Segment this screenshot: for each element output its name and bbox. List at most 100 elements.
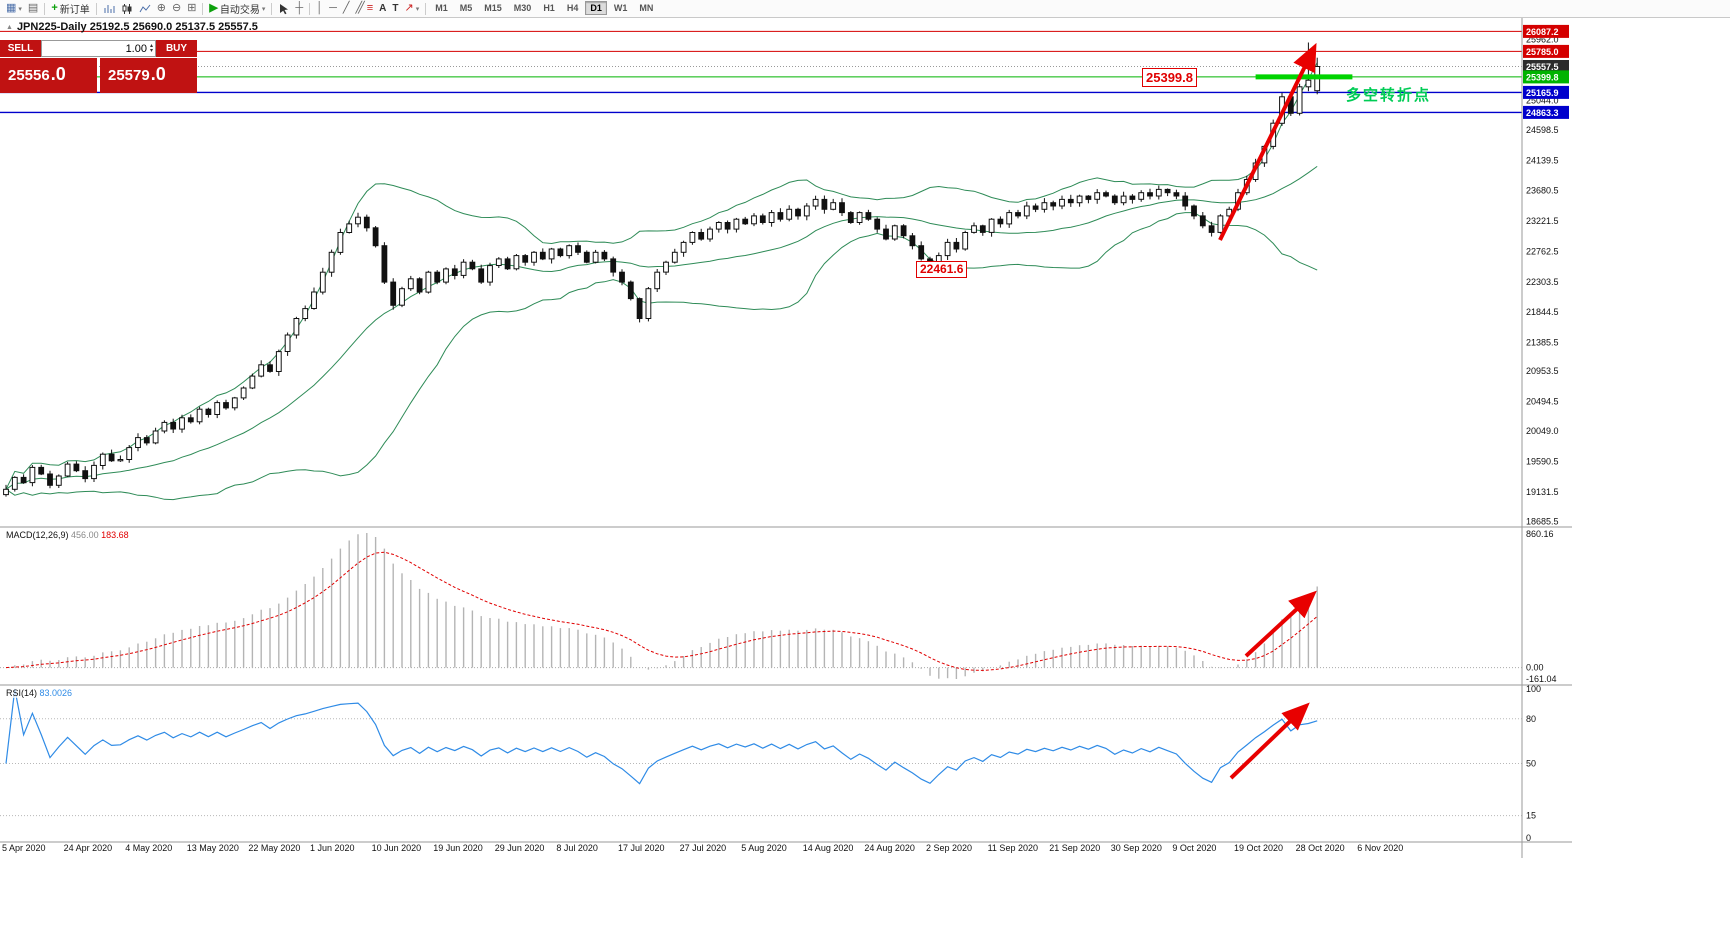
label-tool-label: T — [392, 3, 399, 14]
crosshair-button[interactable]: ┼ — [292, 1, 306, 16]
new-chart-button[interactable]: ▦ ▾ — [3, 1, 25, 16]
svg-text:80: 80 — [1526, 714, 1536, 724]
candlestick-chart-button[interactable] — [118, 1, 136, 16]
macd-indicator-label: MACD(12,26,9) 456.00 183.68 — [4, 530, 131, 540]
channel-tool[interactable]: ╱╱ — [353, 1, 365, 16]
tile-windows-button[interactable]: ⊞ — [184, 1, 199, 16]
support-callout[interactable]: 22461.6 — [916, 261, 968, 278]
svg-text:15: 15 — [1526, 811, 1536, 821]
profiles-icon: ▤ — [27, 2, 39, 14]
timeframe-m5[interactable]: M5 — [459, 3, 473, 13]
buy-price[interactable]: 25579.0 — [100, 58, 197, 93]
buy-button[interactable]: BUY — [156, 40, 197, 57]
trendline-icon: ╱ — [342, 2, 350, 14]
svg-text:50: 50 — [1526, 759, 1536, 769]
zoom-in-button[interactable]: ⊕ — [154, 1, 169, 16]
line-chart-button[interactable] — [136, 1, 154, 16]
symbol-ohlc-text: JPN225-Daily 25192.5 25690.0 25137.5 255… — [16, 21, 258, 33]
toolbar: ▦ ▾ ▤ + 新订单 ⊕ ⊖ ⊞ ▶ 自动交易 ▾ ┼ │ ─ — [0, 0, 1730, 18]
svg-text:25557.5: 25557.5 — [1526, 62, 1559, 72]
svg-text:22762.5: 22762.5 — [1526, 247, 1559, 257]
timeframe-d1[interactable]: D1 — [585, 1, 607, 15]
svg-text:25962.0: 25962.0 — [1526, 35, 1559, 45]
price-axis: 25962.0 25044.0 24598.5 24139.5 23680.5 23221… — [1523, 24, 1569, 526]
svg-text:28 Oct 2020: 28 Oct 2020 — [1296, 843, 1345, 853]
svg-text:24 Aug 2020: 24 Aug 2020 — [864, 843, 915, 853]
svg-text:25165.9: 25165.9 — [1526, 88, 1559, 98]
label-tool[interactable]: T — [389, 1, 401, 16]
macd-name: MACD(12,26,9) — [6, 530, 69, 540]
svg-text:23221.5: 23221.5 — [1526, 216, 1559, 226]
svg-text:8 Jul 2020: 8 Jul 2020 — [556, 843, 598, 853]
svg-text:2 Sep 2020: 2 Sep 2020 — [926, 843, 972, 853]
chart-marker-icon: ▲ — [6, 23, 13, 31]
volume-up-icon[interactable]: ▴ — [149, 42, 153, 49]
svg-text:25399.8: 25399.8 — [1526, 72, 1559, 82]
macd-panel: 860.16 0.00-161.04 — [0, 529, 1557, 684]
new-order-label: 新订单 — [59, 5, 90, 16]
toolbar-separator — [44, 2, 46, 15]
timeframe-m15[interactable]: M15 — [484, 3, 502, 13]
timeframe-mn[interactable]: MN — [639, 3, 654, 13]
bar-chart-icon — [104, 4, 115, 13]
chart-window[interactable]: 860.16 0.00 -161.04 100 80 50 15 0 25962.0 25044.… — [0, 18, 1572, 858]
toolbar-separator — [425, 2, 427, 15]
svg-text:22303.5: 22303.5 — [1526, 277, 1559, 287]
timeframe-h4[interactable]: H4 — [566, 3, 579, 13]
toolbar-separator — [202, 2, 204, 15]
new-order-button[interactable]: + 新订单 — [48, 1, 92, 17]
bar-chart-button[interactable] — [100, 1, 118, 16]
turning-point-label[interactable]: 多空转折点 — [1346, 87, 1432, 104]
timeframe-h1[interactable]: H1 — [543, 3, 555, 13]
autotrading-label: 自动交易 — [219, 5, 260, 16]
sell-price[interactable]: 25556.0 — [0, 58, 97, 93]
play-icon: ▶ — [209, 2, 218, 14]
svg-text:19 Oct 2020: 19 Oct 2020 — [1234, 843, 1283, 853]
svg-text:26087.2: 26087.2 — [1526, 27, 1559, 37]
volume-stepper[interactable]: 1.00 ▴ ▾ — [41, 40, 156, 57]
date-axis: 5 Apr 2020 24 Apr 2020 4 May 2020 13 May 20… — [2, 843, 1403, 853]
svg-text:5 Apr 2020: 5 Apr 2020 — [2, 843, 46, 853]
svg-text:20953.5: 20953.5 — [1526, 366, 1559, 376]
channel-icon: ╱╱ — [355, 2, 365, 14]
timeframe-w1[interactable]: W1 — [613, 3, 628, 13]
svg-text:24598.5: 24598.5 — [1526, 125, 1559, 135]
rsi-panel: 100 80 50 15 0 — [0, 684, 1541, 843]
autotrading-button[interactable]: ▶ 自动交易 ▾ — [206, 1, 268, 17]
svg-text:14 Aug 2020: 14 Aug 2020 — [803, 843, 854, 853]
vertical-line-tool[interactable]: │ — [313, 1, 326, 16]
svg-text:19131.5: 19131.5 — [1526, 487, 1559, 497]
fibonacci-icon: ≡ — [366, 2, 374, 14]
rsi-name: RSI(14) — [6, 688, 38, 698]
volume-arrows[interactable]: ▴ ▾ — [149, 42, 154, 54]
cursor-button[interactable] — [275, 1, 292, 16]
svg-text:22 May 2020: 22 May 2020 — [248, 843, 300, 853]
chart-title: ▲ JPN225-Daily 25192.5 25690.0 25137.5 2… — [6, 21, 258, 33]
resistance-callout[interactable]: 25399.8 — [1142, 68, 1197, 87]
text-tool[interactable]: A — [376, 1, 389, 16]
svg-text:1 Jun 2020: 1 Jun 2020 — [310, 843, 355, 853]
macd-signal-value: 183.68 — [101, 530, 129, 540]
trend-arrows — [1218, 42, 1317, 780]
horizontal-line-tool[interactable]: ─ — [326, 1, 340, 16]
svg-text:30 Sep 2020: 30 Sep 2020 — [1111, 843, 1162, 853]
svg-text:24863.3: 24863.3 — [1526, 108, 1559, 118]
volume-down-icon[interactable]: ▾ — [149, 47, 153, 54]
vertical-line-icon: │ — [316, 2, 324, 14]
timeframe-m1[interactable]: M1 — [435, 3, 448, 13]
arrow-tool-icon: ↗ — [404, 2, 414, 14]
profiles-button[interactable]: ▤ — [25, 1, 41, 16]
arrows-tool[interactable]: ↗ ▾ — [402, 1, 423, 16]
timeframe-m30[interactable]: M30 — [513, 3, 532, 13]
sell-button[interactable]: SELL — [0, 40, 41, 57]
trendline-tool[interactable]: ╱ — [340, 1, 353, 16]
zoom-out-button[interactable]: ⊖ — [169, 1, 184, 16]
svg-text:10 Jun 2020: 10 Jun 2020 — [372, 843, 422, 853]
fibonacci-tool[interactable]: ≡ — [364, 1, 376, 16]
svg-text:24 Apr 2020: 24 Apr 2020 — [64, 843, 113, 853]
svg-text:21385.5: 21385.5 — [1526, 338, 1559, 348]
svg-text:23680.5: 23680.5 — [1526, 186, 1559, 196]
zoom-in-icon: ⊕ — [156, 2, 166, 14]
horizontal-line-icon: ─ — [329, 2, 337, 14]
